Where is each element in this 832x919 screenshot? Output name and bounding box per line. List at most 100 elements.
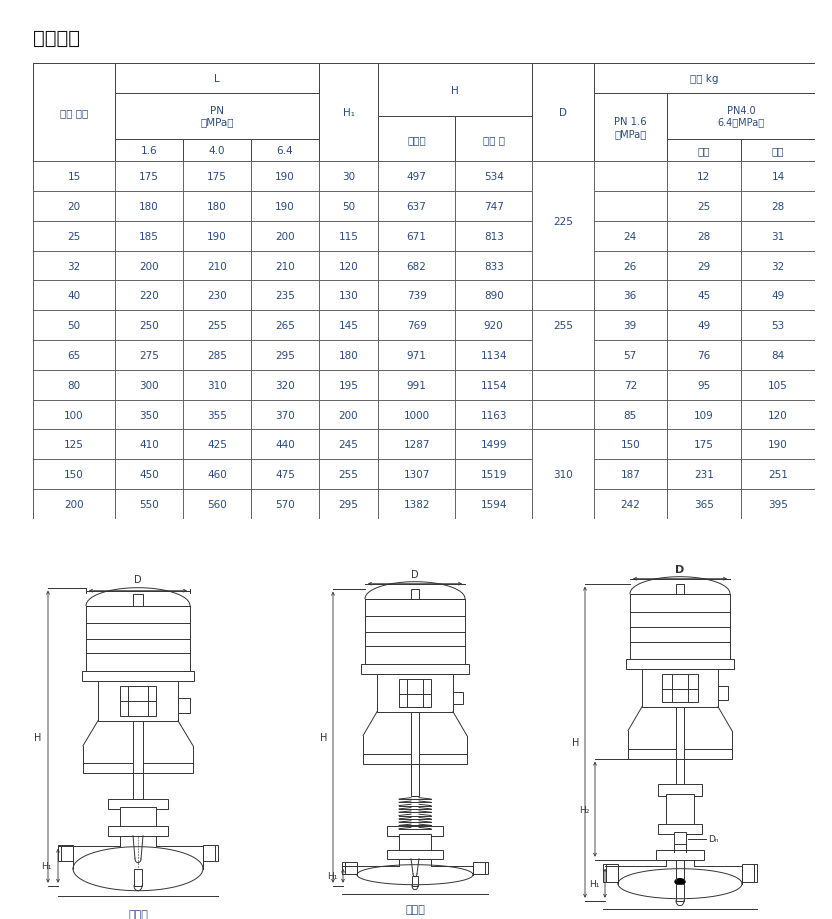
Bar (594, 400, 666, 430)
Bar (594, 221, 666, 252)
Bar (319, 281, 378, 311)
Bar (455, 252, 532, 281)
Bar (666, 794, 694, 826)
Bar (33, 221, 115, 252)
Bar (378, 162, 455, 192)
Bar (741, 430, 815, 460)
Bar (666, 370, 741, 400)
Bar (399, 834, 431, 852)
Bar (183, 252, 251, 281)
Bar (33, 490, 115, 519)
Bar (82, 671, 194, 681)
Bar (674, 832, 686, 844)
Bar (453, 692, 463, 704)
Text: 45: 45 (697, 291, 711, 301)
Bar (319, 311, 378, 341)
Bar (412, 876, 418, 886)
Text: 1000: 1000 (404, 410, 429, 420)
Bar (365, 599, 465, 666)
Bar (666, 252, 741, 281)
Text: 497: 497 (407, 172, 427, 182)
Text: H₁: H₁ (328, 871, 338, 880)
Bar (378, 221, 455, 252)
Bar (120, 686, 156, 716)
Bar (33, 64, 115, 162)
Text: 80: 80 (67, 380, 81, 391)
Bar (666, 192, 741, 221)
Text: 200: 200 (339, 410, 359, 420)
Text: D: D (134, 574, 141, 584)
Bar (215, 845, 218, 861)
Bar (603, 864, 606, 881)
Bar (594, 94, 666, 162)
Text: 76: 76 (697, 350, 711, 360)
Bar (183, 140, 251, 162)
Text: 36: 36 (624, 291, 637, 301)
Bar (378, 430, 455, 460)
Text: 250: 250 (139, 321, 159, 331)
Text: 24: 24 (624, 232, 637, 242)
Bar (33, 341, 115, 370)
Bar (455, 221, 532, 252)
Bar (742, 864, 754, 881)
Text: 109: 109 (694, 410, 714, 420)
Text: 145: 145 (339, 321, 359, 331)
Bar (666, 221, 741, 252)
Text: 991: 991 (407, 380, 427, 391)
Text: 242: 242 (621, 499, 640, 509)
Bar (594, 370, 666, 400)
Text: 550: 550 (139, 499, 159, 509)
Bar (666, 430, 741, 460)
Bar (532, 281, 594, 370)
Bar (251, 370, 319, 400)
Bar (115, 64, 319, 94)
Text: H₁: H₁ (590, 879, 600, 888)
Bar (183, 430, 251, 460)
Bar (594, 311, 666, 341)
Bar (630, 594, 730, 661)
Bar (183, 192, 251, 221)
Bar (666, 94, 815, 140)
Bar (532, 162, 594, 281)
Bar (203, 845, 215, 861)
Bar (251, 252, 319, 281)
Bar (676, 707, 684, 759)
Text: H: H (451, 85, 459, 96)
Text: 中温 型: 中温 型 (483, 135, 505, 144)
Bar (666, 490, 741, 519)
Bar (120, 807, 156, 829)
Bar (251, 162, 319, 192)
Text: 310: 310 (207, 380, 227, 391)
Bar (378, 252, 455, 281)
Text: 920: 920 (484, 321, 503, 331)
Text: 6.4: 6.4 (277, 146, 294, 156)
Bar (666, 281, 741, 311)
Bar (411, 712, 419, 764)
Text: 30: 30 (342, 172, 355, 182)
Text: 常温型: 常温型 (407, 135, 426, 144)
Text: 中下: 中下 (772, 146, 785, 156)
Bar (251, 460, 319, 490)
Bar (183, 370, 251, 400)
Text: D: D (676, 564, 685, 574)
Text: 230: 230 (207, 291, 227, 301)
Bar (532, 64, 594, 162)
Text: D: D (411, 569, 418, 579)
Bar (532, 400, 594, 430)
Bar (33, 192, 115, 221)
Text: 190: 190 (207, 232, 227, 242)
Bar (387, 850, 443, 858)
Bar (251, 192, 319, 221)
Bar (455, 370, 532, 400)
Text: 115: 115 (339, 232, 359, 242)
Text: 285: 285 (207, 350, 227, 360)
Bar (455, 341, 532, 370)
Bar (251, 400, 319, 430)
Text: 187: 187 (621, 470, 640, 480)
Bar (33, 400, 115, 430)
Bar (628, 749, 732, 759)
Bar (741, 490, 815, 519)
Bar (363, 754, 467, 764)
Text: 31: 31 (771, 232, 785, 242)
Text: 350: 350 (139, 410, 159, 420)
